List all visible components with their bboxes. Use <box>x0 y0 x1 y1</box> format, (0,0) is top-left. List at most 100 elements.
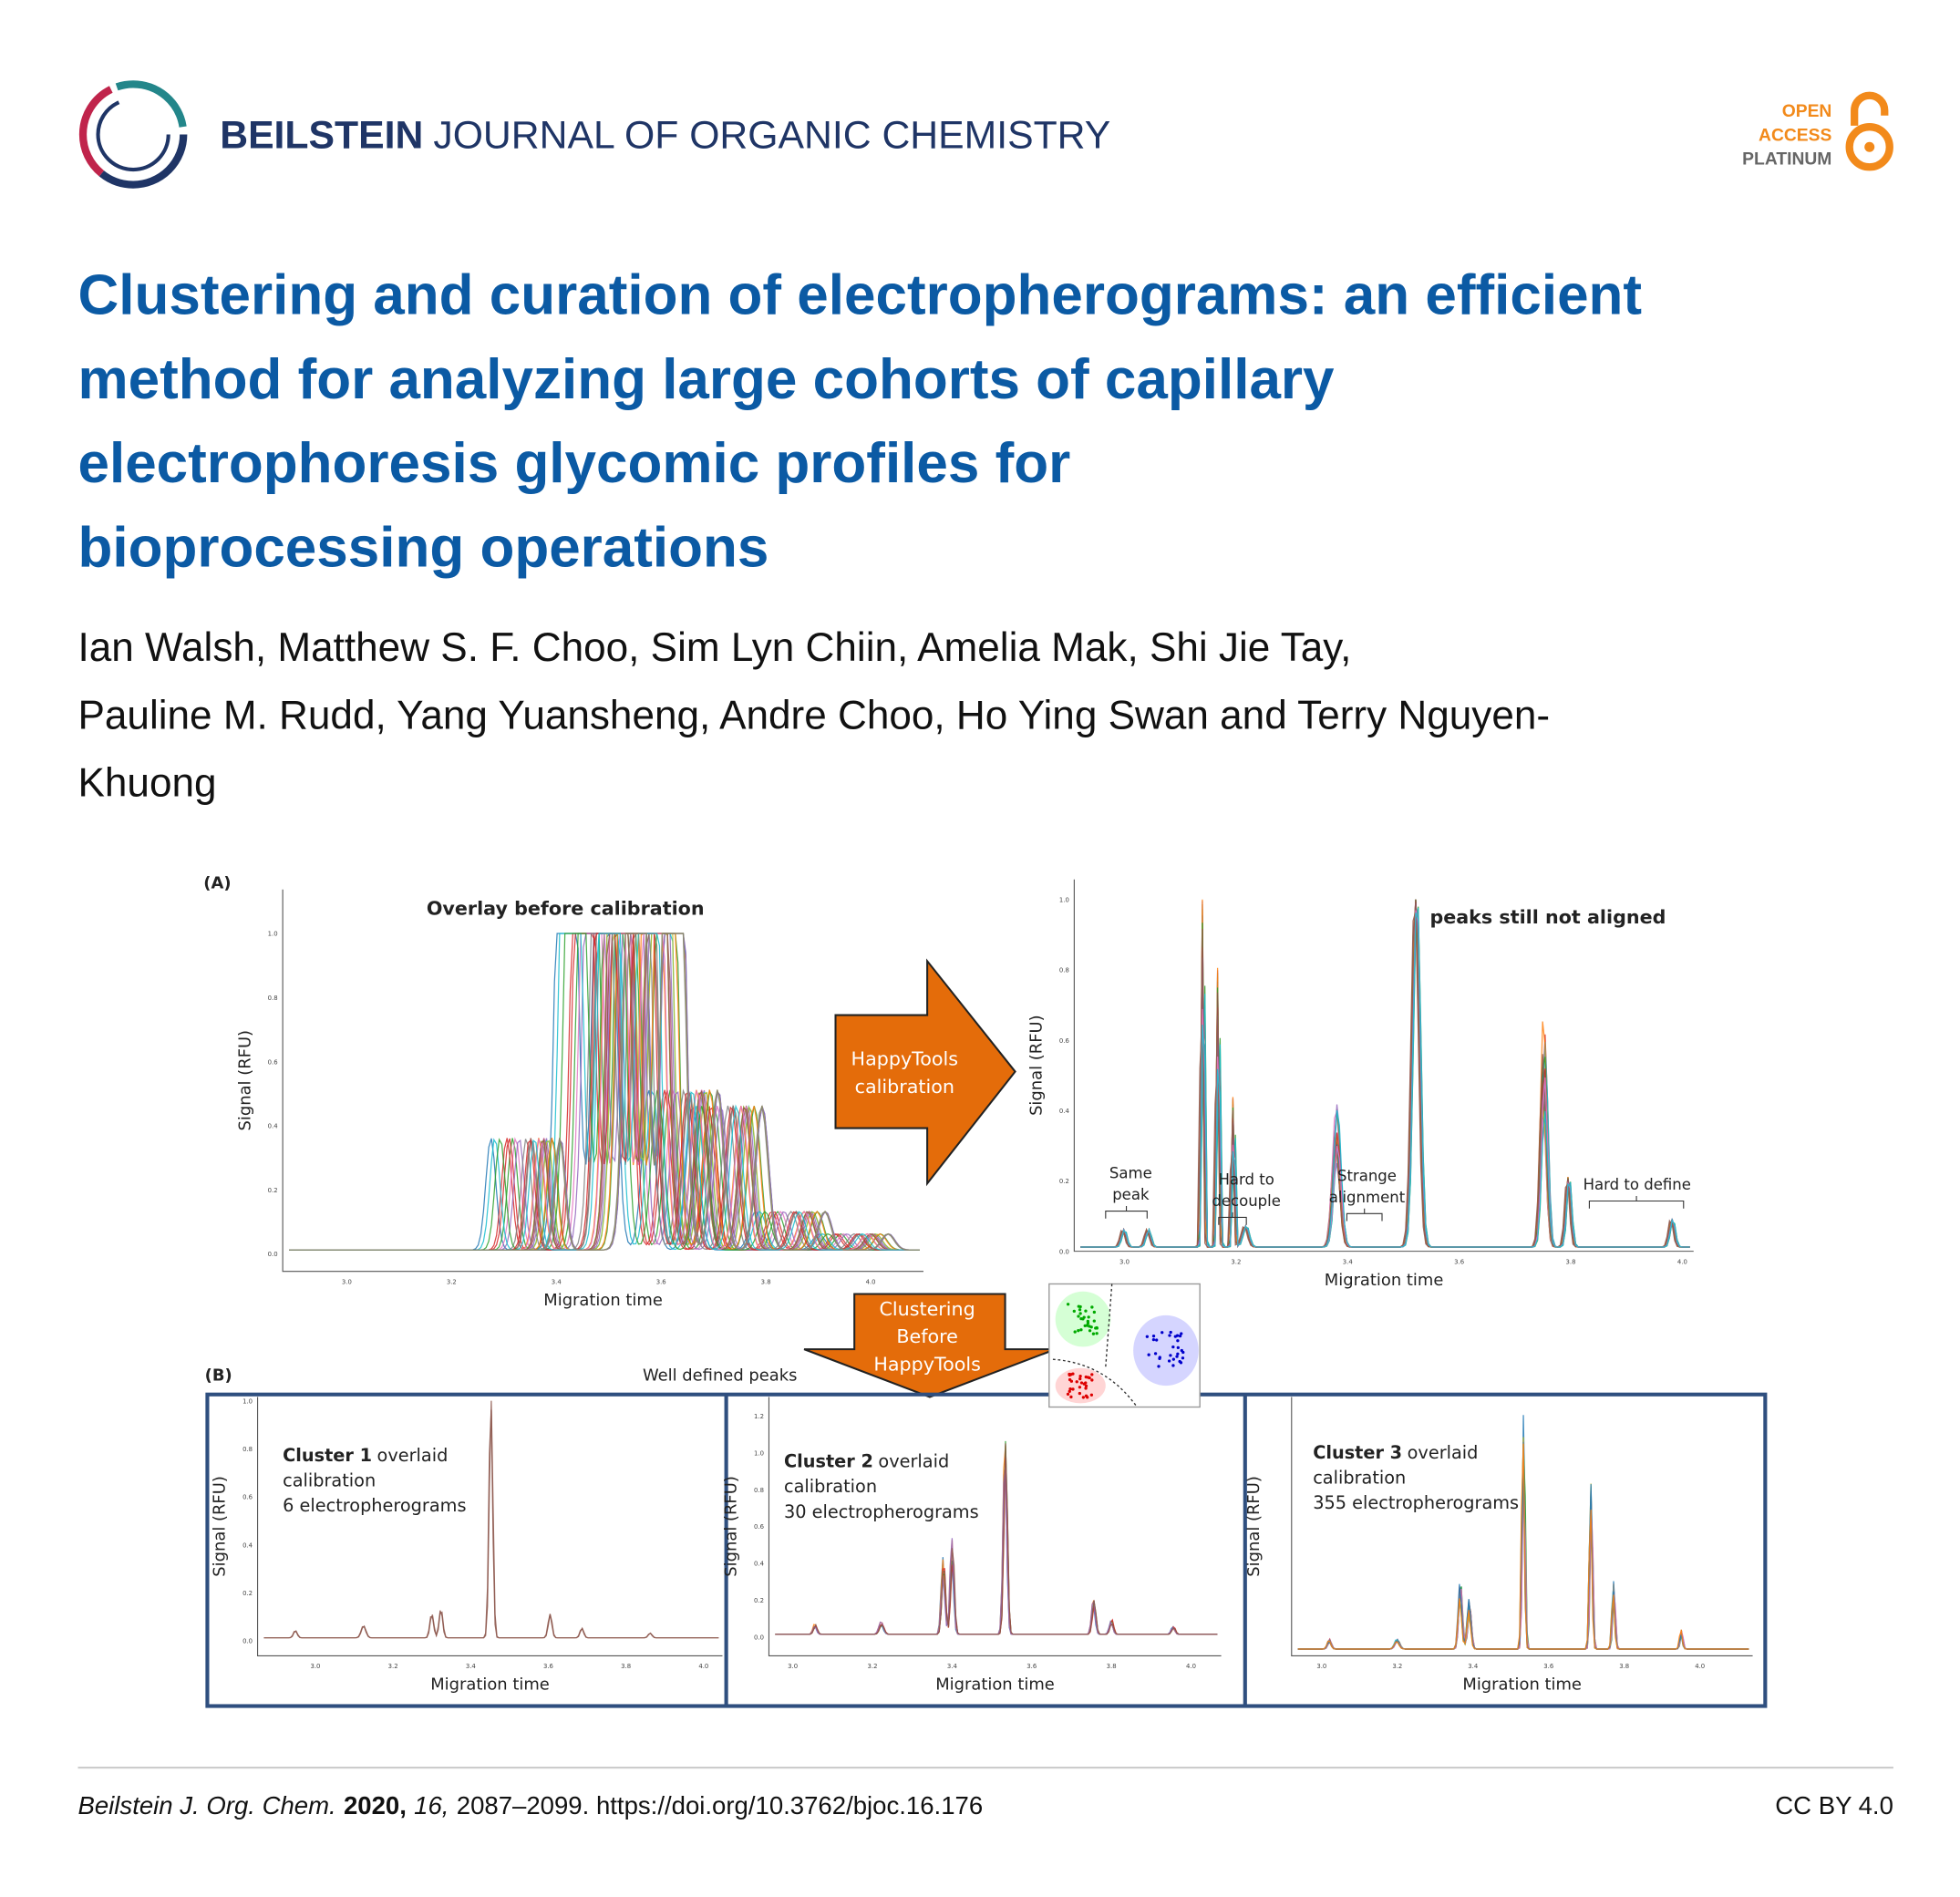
trace <box>1080 912 1690 1248</box>
y-axis-label: Signal (RFU) <box>722 1476 741 1577</box>
y-tick-label: 0.6 <box>242 1494 253 1501</box>
lock-shackle <box>1851 91 1889 126</box>
y-tick-label: 1.2 <box>754 1413 764 1420</box>
annotation: Hard to <box>1218 1171 1274 1189</box>
badge-access: ACCESS <box>1759 126 1831 145</box>
scatter-dot <box>1077 1329 1080 1333</box>
brace <box>1346 1208 1383 1222</box>
x-tick-label: 3.6 <box>1026 1663 1037 1670</box>
scatter-dot <box>1069 1395 1073 1399</box>
x-tick-label: 3.8 <box>761 1278 771 1285</box>
scatter-dot <box>1090 1373 1094 1376</box>
x-tick-label: 4.0 <box>1695 1663 1705 1670</box>
scatter-dot <box>1084 1309 1088 1313</box>
journal-rest: JOURNAL OF ORGANIC CHEMISTRY <box>433 114 1110 158</box>
scatter-dot <box>1082 1315 1086 1319</box>
scatter-dot <box>1081 1396 1086 1399</box>
scatter-dot <box>1078 1375 1082 1378</box>
scatter-dot <box>1181 1356 1185 1360</box>
citation: Beilstein J. Org. Chem. 2020, 16, 2087–2099… <box>77 1791 983 1820</box>
scatter-dot <box>1153 1352 1158 1356</box>
scatter-dot <box>1089 1393 1094 1397</box>
scatter-dot <box>1151 1337 1156 1342</box>
scatter-dot <box>1082 1382 1086 1386</box>
cluster-label: Cluster 1 overlaid <box>283 1445 448 1466</box>
panel-label: (A) <box>203 873 231 892</box>
scatter-dot <box>1180 1348 1183 1353</box>
scatter-dot <box>1175 1355 1179 1358</box>
scatter-dot <box>1095 1332 1099 1335</box>
cluster-line: 6 electropherograms <box>283 1495 466 1516</box>
cluster-line: 30 electropherograms <box>784 1501 979 1522</box>
x-tick-label: 3.0 <box>342 1278 352 1285</box>
arrow <box>834 958 1016 1187</box>
x-axis-label: Migration time <box>430 1675 550 1695</box>
citation-year: 2020, <box>344 1791 407 1820</box>
y-tick-label: 0.2 <box>242 1590 253 1597</box>
open-access-badge: OPEN ACCESS PLATINUM <box>1742 91 1893 171</box>
x-tick-label: 4.0 <box>1677 1258 1687 1265</box>
x-tick-label: 3.0 <box>310 1663 320 1670</box>
scatter-dot <box>1090 1305 1094 1309</box>
x-tick-label: 3.6 <box>1543 1663 1553 1670</box>
scatter-dot <box>1145 1335 1150 1338</box>
scatter-dot <box>1151 1335 1156 1338</box>
cluster-label: Cluster 3 overlaid <box>1313 1442 1478 1463</box>
y-tick-label: 0.4 <box>268 1123 278 1130</box>
lock-body <box>1845 123 1893 171</box>
chart-title: Overlay before calibration <box>427 897 705 919</box>
x-tick-label: 3.2 <box>1392 1663 1402 1670</box>
x-tick-label: 3.0 <box>788 1663 798 1670</box>
scatter-dot <box>1075 1380 1078 1384</box>
arrow-label: HappyTools <box>851 1048 959 1070</box>
y-tick-label: 0.6 <box>1059 1037 1069 1045</box>
scatter-dot <box>1078 1386 1082 1389</box>
y-tick-label: 0.6 <box>268 1058 278 1066</box>
x-axis-label: Migration time <box>1462 1675 1582 1695</box>
cluster-halo <box>1133 1314 1199 1387</box>
cluster-boundary <box>1052 1284 1138 1407</box>
y-tick-label: 0.6 <box>754 1523 764 1531</box>
trace <box>289 933 920 1251</box>
axis <box>768 1397 1222 1656</box>
y-tick-label: 0.0 <box>754 1634 764 1641</box>
annotation: Same <box>1109 1165 1152 1182</box>
x-tick-label: 4.0 <box>1186 1663 1196 1670</box>
y-tick-label: 0.8 <box>1059 967 1069 974</box>
x-tick-label: 3.6 <box>1454 1258 1464 1265</box>
x-tick-label: 3.6 <box>656 1278 666 1285</box>
scatter-dot <box>1079 1316 1083 1321</box>
x-tick-label: 3.0 <box>1316 1663 1326 1670</box>
annotation: Hard to define <box>1583 1176 1691 1193</box>
y-axis-label: Signal (RFU) <box>1244 1476 1264 1577</box>
scatter-dot <box>1079 1381 1084 1385</box>
badge-platinum: PLATINUM <box>1742 150 1831 170</box>
scatter-dot <box>1077 1314 1080 1318</box>
y-tick-label: 1.0 <box>754 1449 764 1457</box>
x-axis-label: Migration time <box>1325 1271 1444 1290</box>
scatter-dot <box>1085 1324 1089 1327</box>
arrow-label: calibration <box>855 1076 954 1098</box>
scatter-dot <box>1092 1310 1097 1314</box>
y-tick-label: 1.0 <box>242 1397 253 1405</box>
scatter-dot <box>1158 1356 1161 1361</box>
cluster-line: calibration <box>784 1476 877 1497</box>
title-line: Clustering and curation of electropherog… <box>77 264 1642 327</box>
arrow-label: HappyTools <box>873 1354 981 1376</box>
y-tick-label: 0.4 <box>754 1561 764 1568</box>
x-tick-label: 3.8 <box>1566 1258 1576 1265</box>
citation-volume: 16, <box>414 1791 449 1820</box>
x-tick-label: 3.2 <box>388 1663 398 1670</box>
cluster-name: Cluster 1 <box>283 1445 372 1466</box>
x-tick-label: 3.0 <box>1119 1258 1130 1265</box>
scatter-dot <box>1176 1345 1180 1350</box>
title-line: bioprocessing operations <box>77 517 769 580</box>
scatter-dot <box>1066 1392 1070 1397</box>
scatter-dot <box>1086 1321 1090 1325</box>
cluster-name: Cluster 2 <box>784 1451 873 1472</box>
scatter-dot <box>1155 1338 1159 1342</box>
scatter-dot <box>1176 1339 1180 1343</box>
scatter-dot <box>1175 1334 1180 1337</box>
lock-hole <box>1864 141 1875 152</box>
title-line: method for analyzing large cohorts of ca… <box>77 348 1335 411</box>
